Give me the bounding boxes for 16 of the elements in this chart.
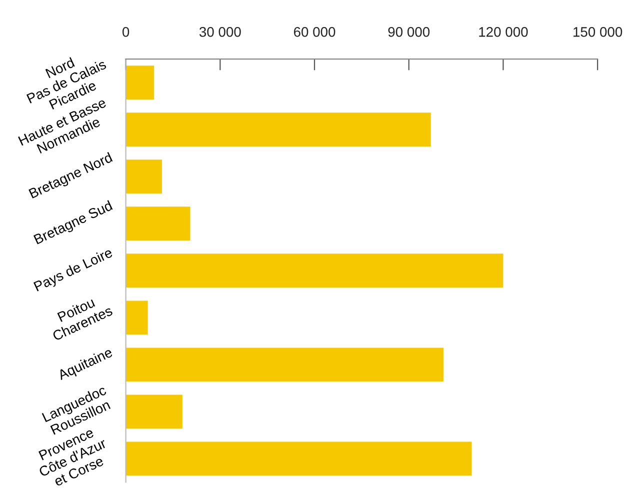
y-tick-label: Pays de Loire — [33, 247, 114, 294]
x-tick-label: 120 000 — [479, 27, 528, 37]
x-tick-label: 0 — [122, 27, 130, 37]
x-tick-label: 30 000 — [199, 27, 241, 37]
bar — [126, 348, 444, 382]
bar — [126, 442, 472, 476]
bar — [126, 254, 504, 288]
bar — [126, 160, 162, 194]
x-tick-label: 150 000 — [574, 27, 622, 37]
x-tick-label: 60 000 — [294, 27, 336, 37]
bar — [126, 66, 154, 100]
x-tick-label: 90 000 — [388, 27, 430, 37]
bar — [126, 300, 148, 335]
bar — [126, 206, 190, 241]
bar — [126, 394, 182, 429]
bar — [126, 112, 431, 146]
